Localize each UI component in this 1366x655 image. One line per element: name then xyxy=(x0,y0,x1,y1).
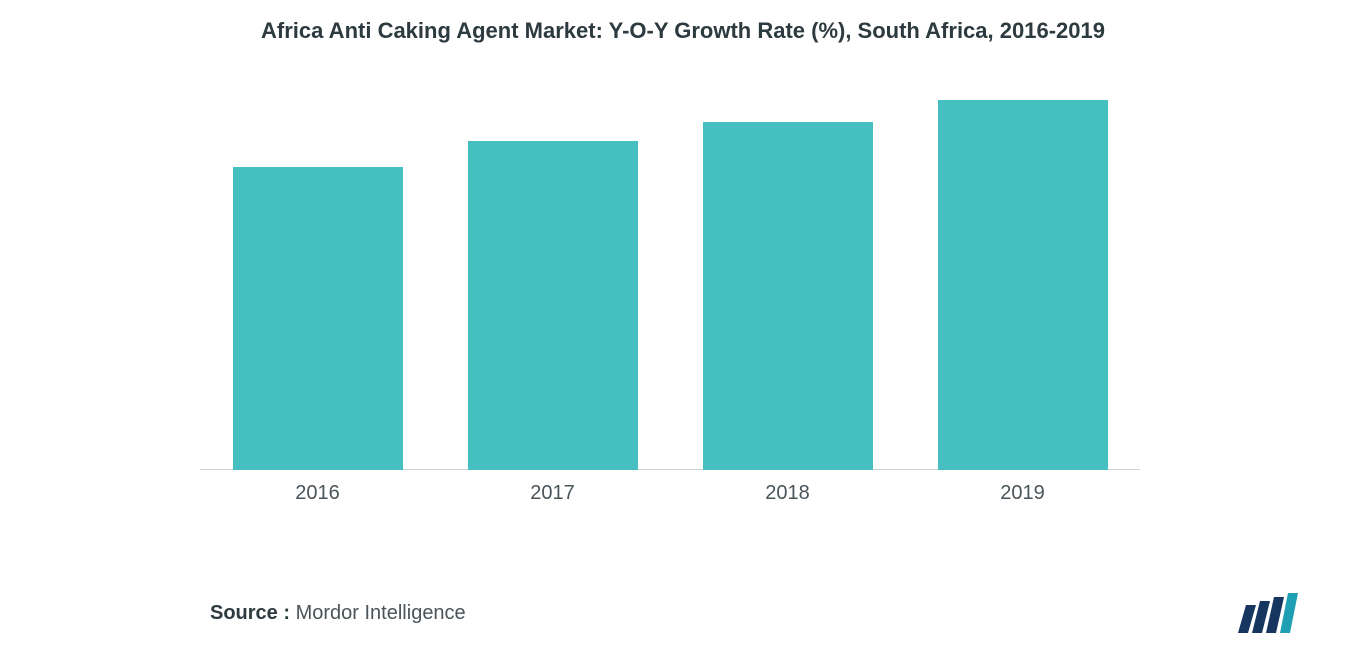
logo-bars-icon xyxy=(1238,593,1298,633)
x-tick-label: 2016 xyxy=(200,482,435,505)
bar-slot xyxy=(905,100,1140,470)
plot-area: 2016 2017 2018 2019 xyxy=(200,100,1140,470)
bar-group xyxy=(200,100,1140,470)
bar-2019 xyxy=(938,100,1108,470)
source-footer: Source : Mordor Intelligence xyxy=(210,602,466,625)
bar-2018 xyxy=(703,122,873,470)
x-tick-label: 2018 xyxy=(670,482,905,505)
mordor-logo-icon xyxy=(1238,593,1306,633)
x-tick-label: 2019 xyxy=(905,482,1140,505)
bar-slot xyxy=(200,167,435,470)
chart-frame: Africa Anti Caking Agent Market: Y-O-Y G… xyxy=(0,0,1366,655)
x-tick-label: 2017 xyxy=(435,482,670,505)
bar-slot xyxy=(435,141,670,470)
source-value: Mordor Intelligence xyxy=(296,602,466,624)
bar-2016 xyxy=(233,167,403,470)
chart-title: Africa Anti Caking Agent Market: Y-O-Y G… xyxy=(0,18,1366,44)
bar-2017 xyxy=(468,141,638,470)
x-axis-labels: 2016 2017 2018 2019 xyxy=(200,470,1140,505)
source-label: Source : xyxy=(210,602,290,624)
bar-slot xyxy=(670,122,905,470)
